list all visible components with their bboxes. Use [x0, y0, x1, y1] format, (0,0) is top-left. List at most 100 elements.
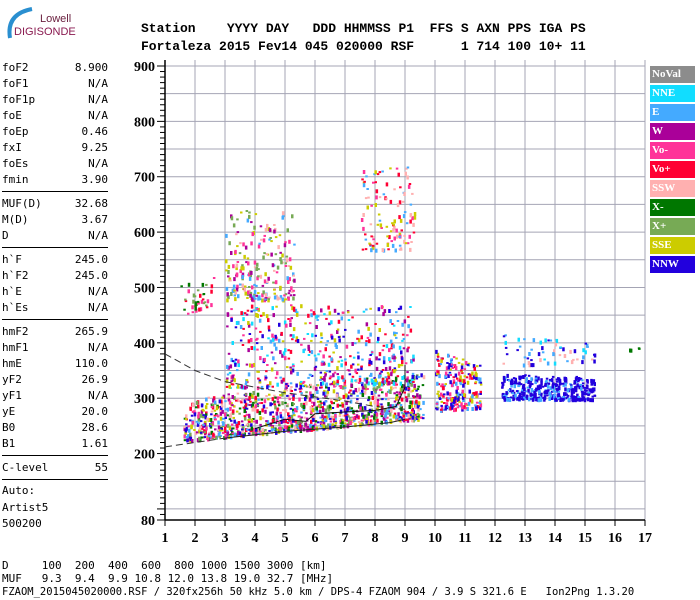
echo-point [402, 214, 406, 219]
echo-point [285, 389, 289, 392]
echo-point [382, 193, 386, 196]
echo-point [543, 358, 546, 361]
echo-point [307, 376, 310, 379]
echo-point [305, 412, 308, 415]
echo-point [409, 203, 413, 206]
echo-point [289, 366, 292, 369]
echo-point [185, 435, 188, 438]
echo-point [196, 300, 200, 303]
echo-point [220, 399, 223, 404]
echo-point [407, 184, 411, 189]
echo-point [289, 407, 293, 410]
echo-point [393, 219, 396, 224]
echo-point [240, 384, 244, 389]
echo-point [201, 408, 204, 411]
echo-point [244, 285, 247, 288]
echo-point [371, 244, 375, 247]
echo-point [195, 420, 199, 423]
echo-point [285, 323, 288, 328]
echo-point [445, 402, 449, 407]
legend-e: E [650, 104, 695, 121]
echo-point [384, 409, 388, 412]
echo-point [342, 425, 346, 427]
y-tick-label: 800 [134, 115, 155, 130]
echo-point [472, 375, 476, 380]
echo-point [191, 410, 195, 413]
echo-point [285, 385, 288, 388]
param-label: h`Es [2, 301, 29, 314]
echo-point [592, 379, 596, 384]
echo-point [240, 420, 244, 423]
echo-point [406, 175, 409, 180]
echo-point [506, 373, 509, 378]
echo-point [189, 419, 192, 422]
param-value: N/A [88, 93, 108, 106]
echo-point [264, 431, 267, 434]
echo-point [446, 406, 450, 408]
param-fof2: foF2 8.900 [2, 60, 108, 76]
echo-point [217, 415, 220, 418]
echo-point [307, 344, 310, 349]
echo-point [381, 413, 384, 416]
echo-point [415, 375, 419, 380]
echo-point [327, 413, 331, 418]
echo-point [293, 414, 296, 417]
echo-point [320, 337, 324, 339]
echo-point [289, 334, 293, 337]
echo-point [248, 333, 252, 335]
echo-point [333, 383, 336, 388]
echo-point [300, 402, 303, 407]
param-label: D [2, 229, 9, 242]
echo-point [549, 339, 553, 342]
echo-point [319, 376, 323, 381]
echo-point [346, 406, 350, 411]
echo-point [247, 372, 251, 377]
echo-point [311, 408, 315, 413]
echo-point [281, 416, 284, 421]
echo-point [236, 392, 240, 395]
echo-point [307, 385, 311, 388]
echo-point [250, 221, 253, 224]
echo-point [266, 354, 269, 357]
echo-point [555, 384, 559, 386]
echo-point [444, 374, 447, 379]
echo-point [250, 424, 253, 427]
station-header: Station YYYY DAY DDD HHMMSS P1 FFS S AXN… [141, 20, 586, 56]
echo-point [334, 420, 337, 423]
echo-point [327, 305, 330, 310]
echo-point [446, 362, 449, 364]
echo-point [235, 287, 239, 292]
echo-point [346, 419, 349, 422]
echo-point [544, 338, 547, 343]
echo-point [391, 222, 394, 225]
echo-point [342, 394, 346, 399]
echo-point [304, 322, 307, 325]
echo-point [530, 348, 533, 351]
echo-point [366, 205, 369, 210]
echo-point [239, 339, 243, 342]
echo-point [546, 361, 550, 366]
echo-point [210, 413, 213, 416]
echo-point [337, 376, 340, 381]
echo-point [237, 320, 240, 325]
echo-point [578, 378, 581, 381]
echo-point [368, 242, 371, 245]
echo-point [364, 238, 368, 241]
echo-point [389, 339, 393, 344]
echo-point [558, 386, 561, 391]
echo-point [244, 393, 248, 396]
echo-point [411, 372, 415, 377]
echo-point [256, 409, 259, 414]
echo-point [254, 395, 257, 400]
echo-point [271, 263, 275, 268]
echo-point [224, 434, 227, 438]
echo-point [395, 311, 398, 314]
echo-point [315, 325, 318, 329]
echo-point [226, 414, 229, 417]
echo-point [197, 302, 200, 305]
echo-point [518, 381, 521, 386]
echo-point [349, 389, 352, 392]
echo-point [376, 223, 380, 226]
echo-point [393, 355, 396, 360]
echo-point [262, 290, 265, 295]
